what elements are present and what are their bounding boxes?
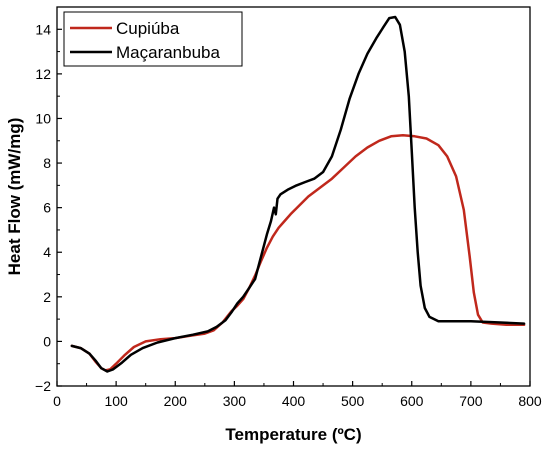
y-tick-label: 12 [35,66,51,82]
y-tick-label: 8 [43,155,51,171]
x-tick-label: 700 [459,393,483,409]
y-tick-label: 4 [43,244,51,260]
legend-box [63,11,243,67]
series-line-macaranbuba [70,15,526,373]
x-tick-label: 0 [53,393,61,409]
y-tick-label: −2 [35,378,51,394]
y-tick-label: 6 [43,200,51,216]
y-tick-label: 0 [43,333,51,349]
legend-label-cupiuba: Cupiúba [116,19,180,38]
x-tick-label: 600 [400,393,424,409]
y-tick-label: 10 [35,110,51,126]
x-tick-label: 500 [341,393,365,409]
legend: Cupiúba Maçaranbuba [63,11,243,67]
series-line-cupiuba [70,133,526,372]
y-tick-label: 14 [35,21,51,37]
x-axis-label: Temperature (ºC) [225,425,361,444]
y-axis-label: Heat Flow (mW/mg) [5,118,24,276]
x-tick-label: 800 [518,393,542,409]
series-layer [70,15,526,373]
legend-label-macaranbuba: Maçaranbuba [116,43,221,62]
x-tick-label: 300 [223,393,247,409]
x-tick-label: 400 [282,393,306,409]
y-tick-label: 2 [43,289,51,305]
x-tick-label: 100 [104,393,128,409]
x-tick-label: 200 [164,393,188,409]
